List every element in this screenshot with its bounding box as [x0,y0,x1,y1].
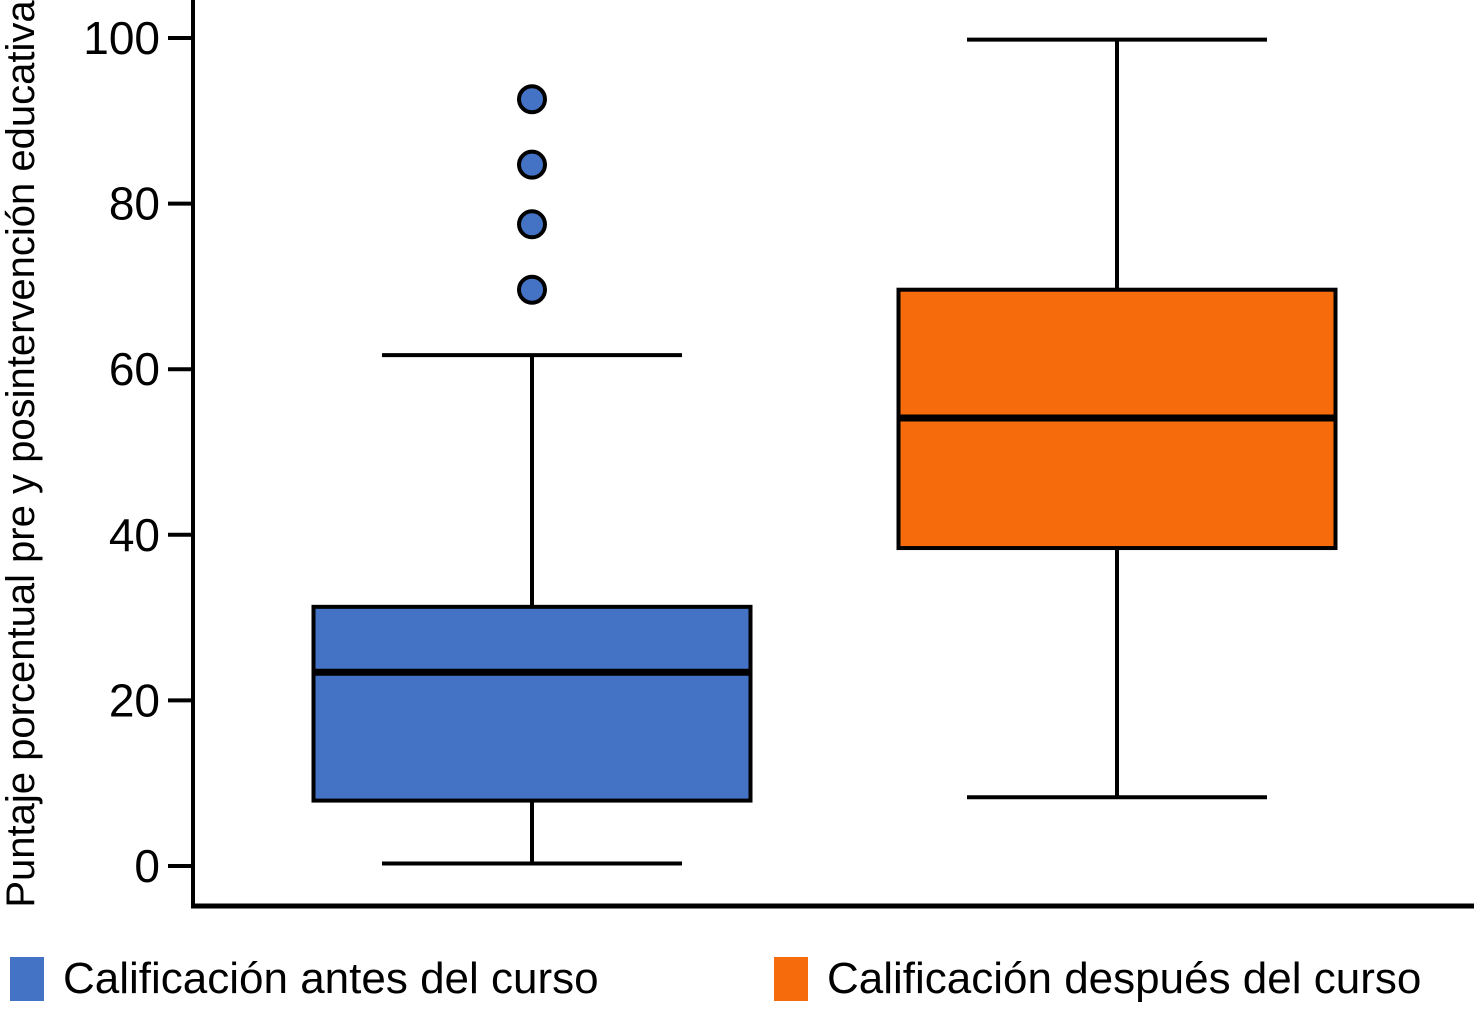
y-tick-label: 80 [109,178,160,230]
legend-swatch-after-icon [774,957,808,1001]
y-tick-label: 20 [109,674,160,726]
legend-item-after-course: Calificación después del curso [774,954,1421,1004]
y-tick-label: 40 [109,509,160,561]
y-tick-label: 100 [83,12,160,64]
legend-swatch-before-icon [10,957,44,1001]
outlier-point [517,84,547,115]
legend-label-after: Calificación después del curso [827,954,1422,1003]
outlier-point [517,209,547,240]
box-series-1 [896,37,1338,800]
legend-item-before-course: Calificación antes del curso [10,954,599,1004]
iqr-box [311,604,753,803]
y-tick-label: 0 [134,840,160,892]
outlier-point [517,274,547,305]
outlier-point [517,149,547,180]
box-series-0 [311,84,753,866]
legend-label-before: Calificación antes del curso [63,954,599,1003]
y-axis-title: Puntaje porcentual pre y posintervención… [0,0,43,908]
y-tick-label: 60 [109,343,160,395]
